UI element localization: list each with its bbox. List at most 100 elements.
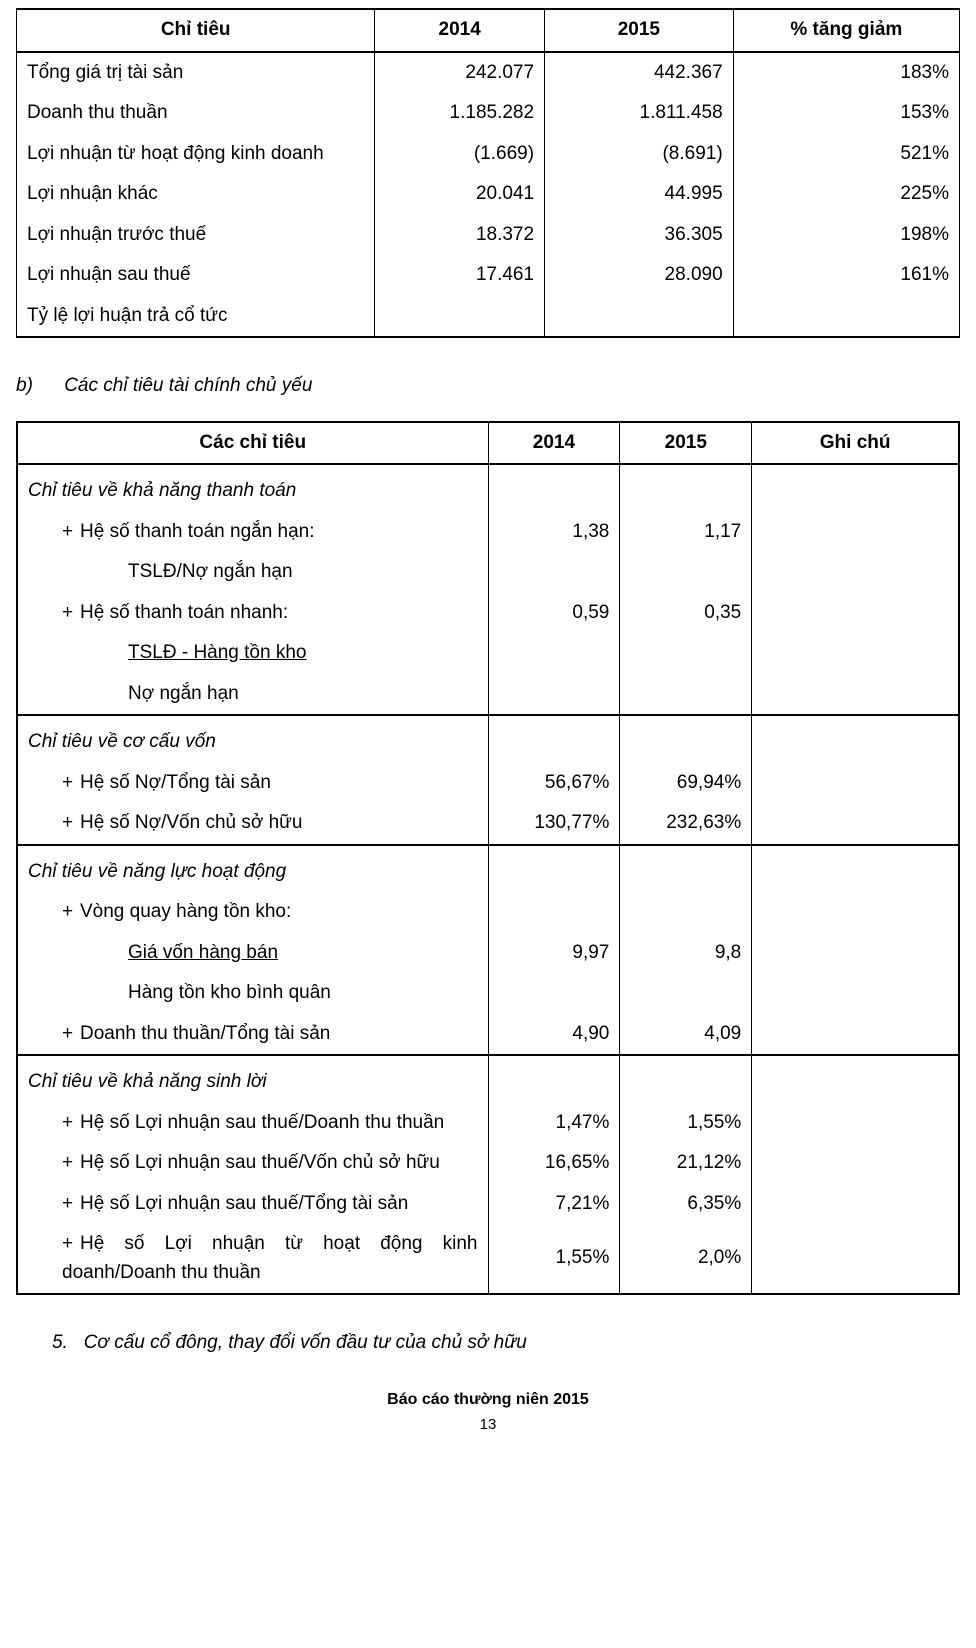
row-value: 183%	[733, 52, 959, 94]
empty-cell	[752, 845, 959, 893]
col-header: 2015	[545, 9, 734, 52]
bullet-icon: +	[62, 1230, 80, 1259]
empty-cell	[488, 1055, 620, 1103]
row-note	[752, 803, 959, 845]
row-value: 36.305	[545, 215, 734, 256]
row-value: (8.691)	[545, 134, 734, 175]
footer-title: Báo cáo thường niên 2015	[16, 1388, 960, 1412]
row-value-2014: 1,47%	[488, 1103, 620, 1144]
empty-cell	[752, 1055, 959, 1103]
row-value-2014: 130,77%	[488, 803, 620, 845]
col-header: 2015	[620, 422, 752, 465]
table-row: +Hệ số Lợi nhuận từ hoạt động kinh doanh…	[17, 1224, 959, 1294]
row-label: Lợi nhuận khác	[17, 174, 375, 215]
row-value-2014: 0,59	[488, 593, 620, 634]
row-label: +Hệ số Lợi nhuận từ hoạt động kinh doanh…	[17, 1224, 488, 1294]
bullet-icon: +	[62, 1020, 80, 1049]
row-value-2015: 1,17	[620, 512, 752, 553]
table-row: TSLĐ/Nợ ngắn hạn	[17, 552, 959, 593]
row-label: +Hệ số Nợ/Vốn chủ sở hữu	[17, 803, 488, 845]
row-note	[752, 892, 959, 933]
row-note	[752, 552, 959, 593]
row-value: 521%	[733, 134, 959, 175]
row-label: Hàng tồn kho bình quân	[17, 973, 488, 1014]
row-label-text: Hệ số thanh toán ngắn hạn:	[80, 521, 315, 542]
empty-cell	[752, 464, 959, 512]
row-note	[752, 933, 959, 974]
row-note	[752, 512, 959, 553]
group-heading: Chỉ tiêu về năng lực hoạt động	[17, 845, 488, 893]
row-value-2015: 1,55%	[620, 1103, 752, 1144]
section-ord: 5.	[52, 1332, 68, 1353]
col-header: Chỉ tiêu	[17, 9, 375, 52]
row-value-2014: 4,90	[488, 1014, 620, 1056]
table-row: +Hệ số thanh toán nhanh:0,590,35	[17, 593, 959, 634]
section-5-heading: 5. Cơ cấu cổ đông, thay đổi vốn đầu tư c…	[52, 1329, 960, 1358]
row-value: 28.090	[545, 255, 734, 296]
group-heading-row: Chỉ tiêu về khả năng thanh toán	[17, 464, 959, 512]
bullet-icon: +	[62, 518, 80, 547]
row-value-2014: 56,67%	[488, 763, 620, 804]
row-label: Lợi nhuận từ hoạt động kinh doanh	[17, 134, 375, 175]
row-note	[752, 1224, 959, 1294]
group-heading-row: Chỉ tiêu về cơ cấu vốn	[17, 715, 959, 763]
row-value-2015: 6,35%	[620, 1184, 752, 1225]
table-row: +Doanh thu thuần/Tổng tài sản4,904,09	[17, 1014, 959, 1056]
row-note	[752, 674, 959, 716]
row-value-2014	[488, 892, 620, 933]
col-header: Các chỉ tiêu	[17, 422, 488, 465]
table-row: +Hệ số Lợi nhuận sau thuế/Doanh thu thuầ…	[17, 1103, 959, 1144]
row-value-2014	[488, 633, 620, 674]
row-value-2014: 16,65%	[488, 1143, 620, 1184]
row-value: 1.811.458	[545, 93, 734, 134]
row-value-2015: 21,12%	[620, 1143, 752, 1184]
row-label: +Hệ số Lợi nhuận sau thuế/Doanh thu thuầ…	[17, 1103, 488, 1144]
table-row: TSLĐ - Hàng tồn kho	[17, 633, 959, 674]
table-row: +Hệ số Lợi nhuận sau thuế/Vốn chủ sở hữu…	[17, 1143, 959, 1184]
empty-cell	[620, 464, 752, 512]
row-label: TSLĐ - Hàng tồn kho	[17, 633, 488, 674]
table-row: Lợi nhuận sau thuế17.46128.090161%	[17, 255, 960, 296]
row-note	[752, 1103, 959, 1144]
row-note	[752, 973, 959, 1014]
row-value: 242.077	[375, 52, 545, 94]
footer-page-number: 13	[16, 1414, 960, 1437]
row-value: 153%	[733, 93, 959, 134]
row-value: 20.041	[375, 174, 545, 215]
empty-cell	[620, 845, 752, 893]
indicators-table-head: Các chỉ tiêu 2014 2015 Ghi chú	[17, 422, 959, 465]
row-label-text: Doanh thu thuần/Tổng tài sản	[80, 1023, 330, 1044]
col-header: % tăng giảm	[733, 9, 959, 52]
row-label: Tổng giá trị tài sản	[17, 52, 375, 94]
empty-cell	[488, 845, 620, 893]
row-note	[752, 1143, 959, 1184]
row-label: +Hệ số Lợi nhuận sau thuế/Vốn chủ sở hữu	[17, 1143, 488, 1184]
row-label-text: Hệ số Lợi nhuận sau thuế/Vốn chủ sở hữu	[80, 1152, 440, 1173]
row-value-2015: 2,0%	[620, 1224, 752, 1294]
indicators-table: Các chỉ tiêu 2014 2015 Ghi chú Chỉ tiêu …	[16, 421, 960, 1296]
row-label: +Hệ số Nợ/Tổng tài sản	[17, 763, 488, 804]
section-b-heading: b) Các chỉ tiêu tài chính chủ yếu	[16, 372, 960, 401]
row-label: Nợ ngắn hạn	[17, 674, 488, 716]
bullet-icon: +	[62, 1149, 80, 1178]
section-title: Các chỉ tiêu tài chính chủ yếu	[64, 375, 312, 396]
summary-table-head: Chỉ tiêu 2014 2015 % tăng giảm	[17, 9, 960, 52]
row-label: Tỷ lệ lợi huận trả cổ tức	[17, 296, 375, 338]
row-label: Doanh thu thuần	[17, 93, 375, 134]
bullet-icon: +	[62, 1109, 80, 1138]
row-label-text: Nợ ngắn hạn	[128, 683, 239, 704]
indicators-table-body: Chỉ tiêu về khả năng thanh toán+Hệ số th…	[17, 464, 959, 1294]
row-label: +Hệ số thanh toán ngắn hạn:	[17, 512, 488, 553]
row-label-text: Hàng tồn kho bình quân	[128, 982, 331, 1003]
table-row: +Hệ số thanh toán ngắn hạn:1,381,17	[17, 512, 959, 553]
group-heading: Chỉ tiêu về cơ cấu vốn	[17, 715, 488, 763]
section-ord: b)	[16, 375, 33, 396]
row-label-text: Vòng quay hàng tồn kho:	[80, 901, 291, 922]
row-note	[752, 633, 959, 674]
row-label-text: Giá vốn hàng bán	[128, 942, 278, 963]
row-value	[375, 296, 545, 338]
row-value-2015: 0,35	[620, 593, 752, 634]
table-row: Tỷ lệ lợi huận trả cổ tức	[17, 296, 960, 338]
row-value-2015: 232,63%	[620, 803, 752, 845]
row-label: Lợi nhuận trước thuế	[17, 215, 375, 256]
